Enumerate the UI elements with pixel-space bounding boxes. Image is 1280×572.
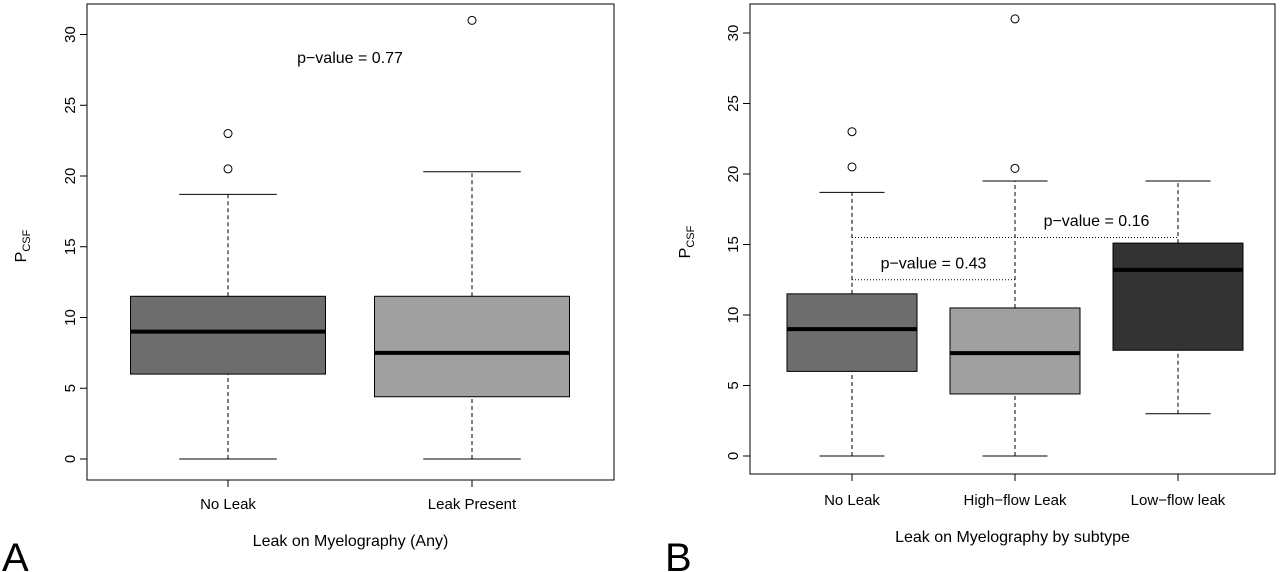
y-tick-label: 30 bbox=[725, 25, 742, 42]
y-axis-label-main: P bbox=[677, 248, 694, 259]
plot-frame bbox=[749, 3, 1276, 475]
y-tick-label: 20 bbox=[725, 166, 742, 183]
y-axis-label-subscript: CSF bbox=[685, 225, 697, 247]
panel-b: 0 5 10 15 20 25 30 PCSF Leak on Myelography by s… bbox=[665, 3, 1276, 572]
y-tick-label: 30 bbox=[62, 26, 79, 43]
outlier-point bbox=[223, 164, 233, 174]
y-tick-label: 15 bbox=[62, 238, 79, 255]
outlier-point bbox=[847, 127, 857, 137]
outlier-point bbox=[1010, 163, 1020, 173]
box-1 bbox=[130, 129, 326, 460]
box-iqr bbox=[374, 295, 570, 398]
y-axis-label: PCSF bbox=[677, 225, 697, 258]
y-tick-label: 10 bbox=[62, 309, 79, 326]
x-tick-label: Low−flow leak bbox=[1131, 492, 1226, 509]
box-2 bbox=[949, 14, 1081, 457]
y-tick-label: 5 bbox=[62, 384, 79, 392]
box-2 bbox=[374, 15, 570, 460]
box-3 bbox=[1112, 180, 1244, 415]
box-iqr bbox=[786, 293, 918, 372]
outlier-point bbox=[1010, 14, 1020, 24]
box-iqr bbox=[949, 307, 1081, 395]
y-tick-label: 25 bbox=[62, 97, 79, 114]
panel-a: 0 5 10 15 20 25 30 PCSF Leak on Myelography (Any… bbox=[2, 3, 615, 572]
y-axis-label-subscript: CSF bbox=[21, 229, 33, 251]
y-axis-label: PCSF bbox=[13, 229, 33, 262]
y-axis-label-main: P bbox=[13, 252, 30, 263]
y-tick-label: 10 bbox=[725, 307, 742, 324]
p-value-annotation: p−value = 0.16 bbox=[1044, 213, 1150, 230]
outlier-point bbox=[847, 162, 857, 172]
y-tick-label: 5 bbox=[725, 381, 742, 389]
panel-label: B bbox=[665, 536, 692, 572]
p-value-annotation: p−value = 0.43 bbox=[881, 255, 987, 272]
box-iqr bbox=[1112, 242, 1244, 351]
x-tick-label: No Leak bbox=[200, 496, 256, 513]
x-tick-label: No Leak bbox=[824, 492, 880, 509]
x-tick-label: High−flow Leak bbox=[964, 492, 1067, 509]
box-1 bbox=[786, 127, 918, 457]
y-tick-label: 0 bbox=[725, 452, 742, 460]
outlier-point bbox=[223, 129, 233, 139]
y-tick-label: 0 bbox=[62, 455, 79, 463]
y-tick-label: 25 bbox=[725, 95, 742, 112]
x-axis-label: Leak on Myelography (Any) bbox=[253, 533, 449, 550]
y-tick-label: 20 bbox=[62, 168, 79, 185]
x-tick-label: Leak Present bbox=[428, 496, 517, 513]
panel-label: A bbox=[2, 536, 29, 572]
p-value-annotation: p−value = 0.77 bbox=[297, 50, 403, 67]
box-iqr bbox=[130, 295, 326, 375]
x-axis-label: Leak on Myelography by subtype bbox=[895, 529, 1130, 546]
plot-frame bbox=[86, 3, 615, 481]
y-tick-label: 15 bbox=[725, 236, 742, 253]
outlier-point bbox=[467, 15, 477, 25]
